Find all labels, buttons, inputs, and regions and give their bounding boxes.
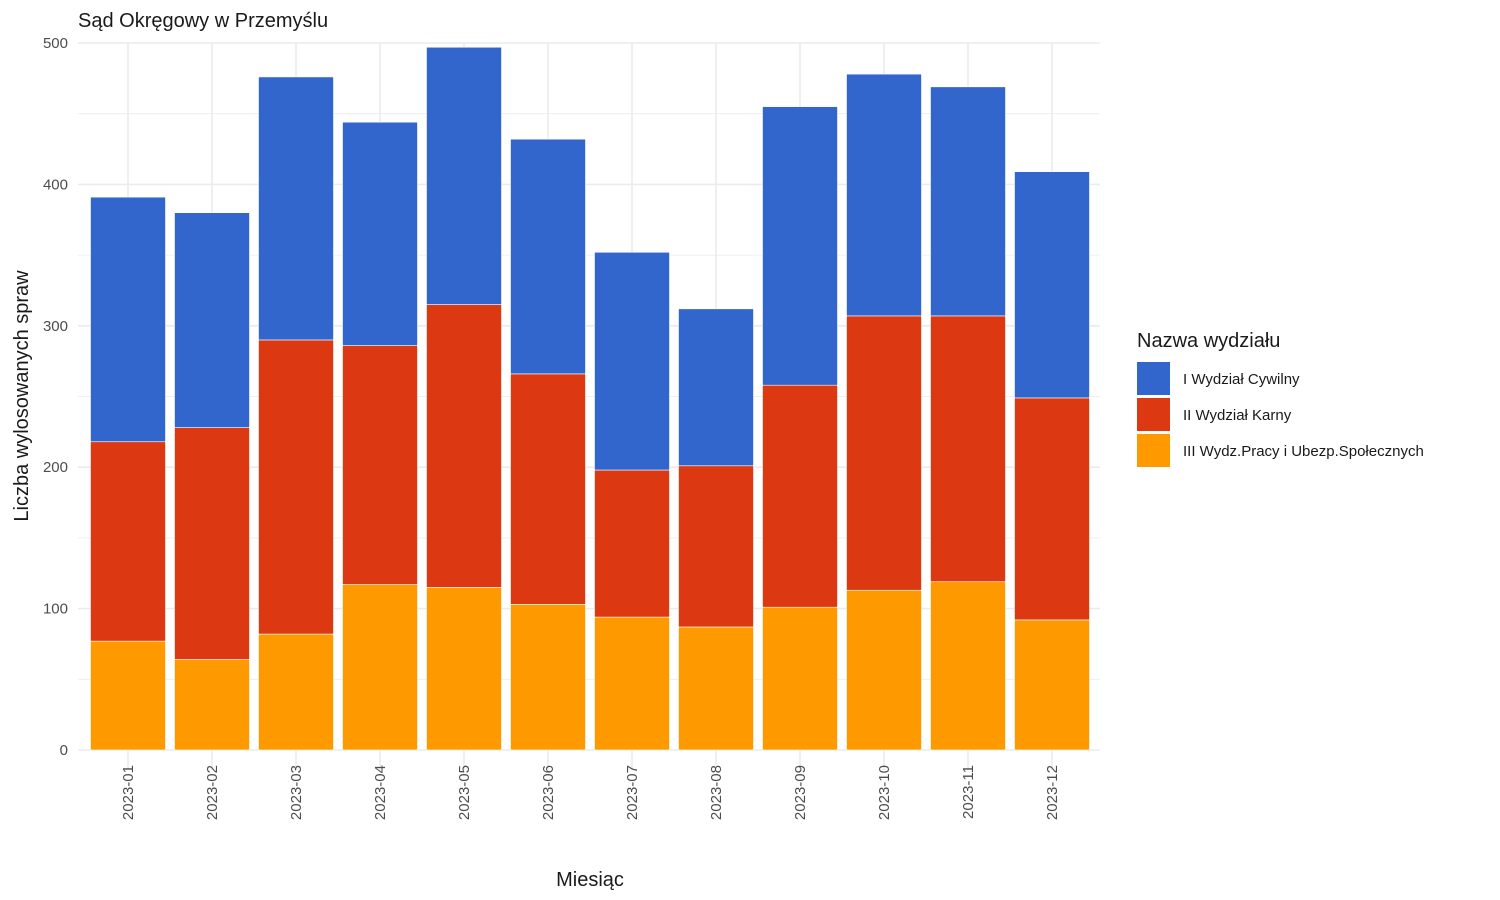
- legend-label: II Wydział Karny: [1183, 407, 1292, 424]
- bar-segment: [342, 345, 418, 585]
- y-tick-label: 500: [43, 35, 68, 52]
- bar-segment: [258, 633, 334, 751]
- x-tick-label: 2023-06: [540, 765, 557, 820]
- bar-segment: [426, 46, 502, 305]
- legend-key: [1137, 434, 1170, 467]
- x-tick-label: 2023-11: [960, 765, 977, 819]
- y-axis-ticks: 0 100 200 300 400 500: [43, 35, 68, 759]
- y-tick-label: 400: [43, 176, 68, 193]
- x-tick-label: 2023-10: [876, 765, 893, 820]
- bar-segment: [762, 106, 838, 386]
- bar-segment: [1014, 619, 1090, 751]
- bar-segment: [594, 469, 670, 618]
- bar-segment: [762, 384, 838, 608]
- bar-segment: [678, 465, 754, 628]
- bar-segment: [846, 73, 922, 317]
- x-tick-label: 2023-12: [1044, 765, 1061, 820]
- x-tick-label: 2023-03: [288, 765, 305, 820]
- bar-segment: [258, 76, 334, 341]
- bar-segment: [258, 339, 334, 635]
- bar-segment: [678, 308, 754, 467]
- bar-segment: [594, 251, 670, 471]
- y-tick-label: 200: [43, 459, 68, 476]
- x-tick-label: 2023-01: [120, 765, 137, 820]
- chart-title: Sąd Okręgowy w Przemyślu: [78, 10, 328, 32]
- bar-segment: [594, 616, 670, 751]
- x-axis-ticks: 2023-01 2023-02 2023-03 2023-04 2023-05 2023-…: [120, 765, 1061, 820]
- legend-key: [1137, 362, 1170, 395]
- legend: Nazwa wydziału I Wydział Cywilny II Wydzi…: [1137, 330, 1424, 467]
- bar-segment: [342, 121, 418, 346]
- bar-segment: [90, 196, 166, 443]
- bar-segment: [342, 584, 418, 751]
- bar-segment: [90, 640, 166, 751]
- y-tick-label: 100: [43, 601, 68, 618]
- bar-segment: [678, 626, 754, 751]
- x-tick-label: 2023-05: [456, 765, 473, 820]
- bar-segment: [174, 659, 250, 751]
- bar-segment: [90, 441, 166, 642]
- x-tick-label: 2023-07: [624, 765, 641, 820]
- bar-segment: [174, 212, 250, 428]
- legend-label: III Wydz.Pracy i Ubezp.Społecznych: [1183, 443, 1424, 460]
- bar-segment: [762, 606, 838, 751]
- legend-label: I Wydział Cywilny: [1183, 371, 1300, 388]
- y-axis-title: Liczba wylosowanych spraw: [11, 270, 33, 522]
- y-tick-label: 0: [60, 742, 68, 759]
- bars: [90, 46, 1090, 751]
- x-tick-label: 2023-02: [204, 765, 221, 820]
- x-axis-title: Miesiąc: [556, 869, 624, 891]
- x-tick-label: 2023-09: [792, 765, 809, 820]
- bar-segment: [426, 587, 502, 751]
- y-tick-label: 300: [43, 318, 68, 335]
- bar-segment: [930, 581, 1006, 751]
- legend-key: [1137, 398, 1170, 431]
- legend-title: Nazwa wydziału: [1137, 330, 1280, 352]
- bar-segment: [510, 373, 586, 605]
- bar-segment: [426, 304, 502, 588]
- bar-segment: [846, 589, 922, 751]
- x-tick-label: 2023-08: [708, 765, 725, 820]
- bar-segment: [930, 86, 1006, 317]
- x-tick-label: 2023-04: [372, 765, 389, 820]
- bar-segment: [846, 315, 922, 591]
- bar-segment: [930, 315, 1006, 583]
- bar-segment: [510, 604, 586, 751]
- bar-segment: [1014, 171, 1090, 399]
- bar-segment: [510, 138, 586, 375]
- bar-segment: [174, 427, 250, 660]
- bar-segment: [1014, 397, 1090, 621]
